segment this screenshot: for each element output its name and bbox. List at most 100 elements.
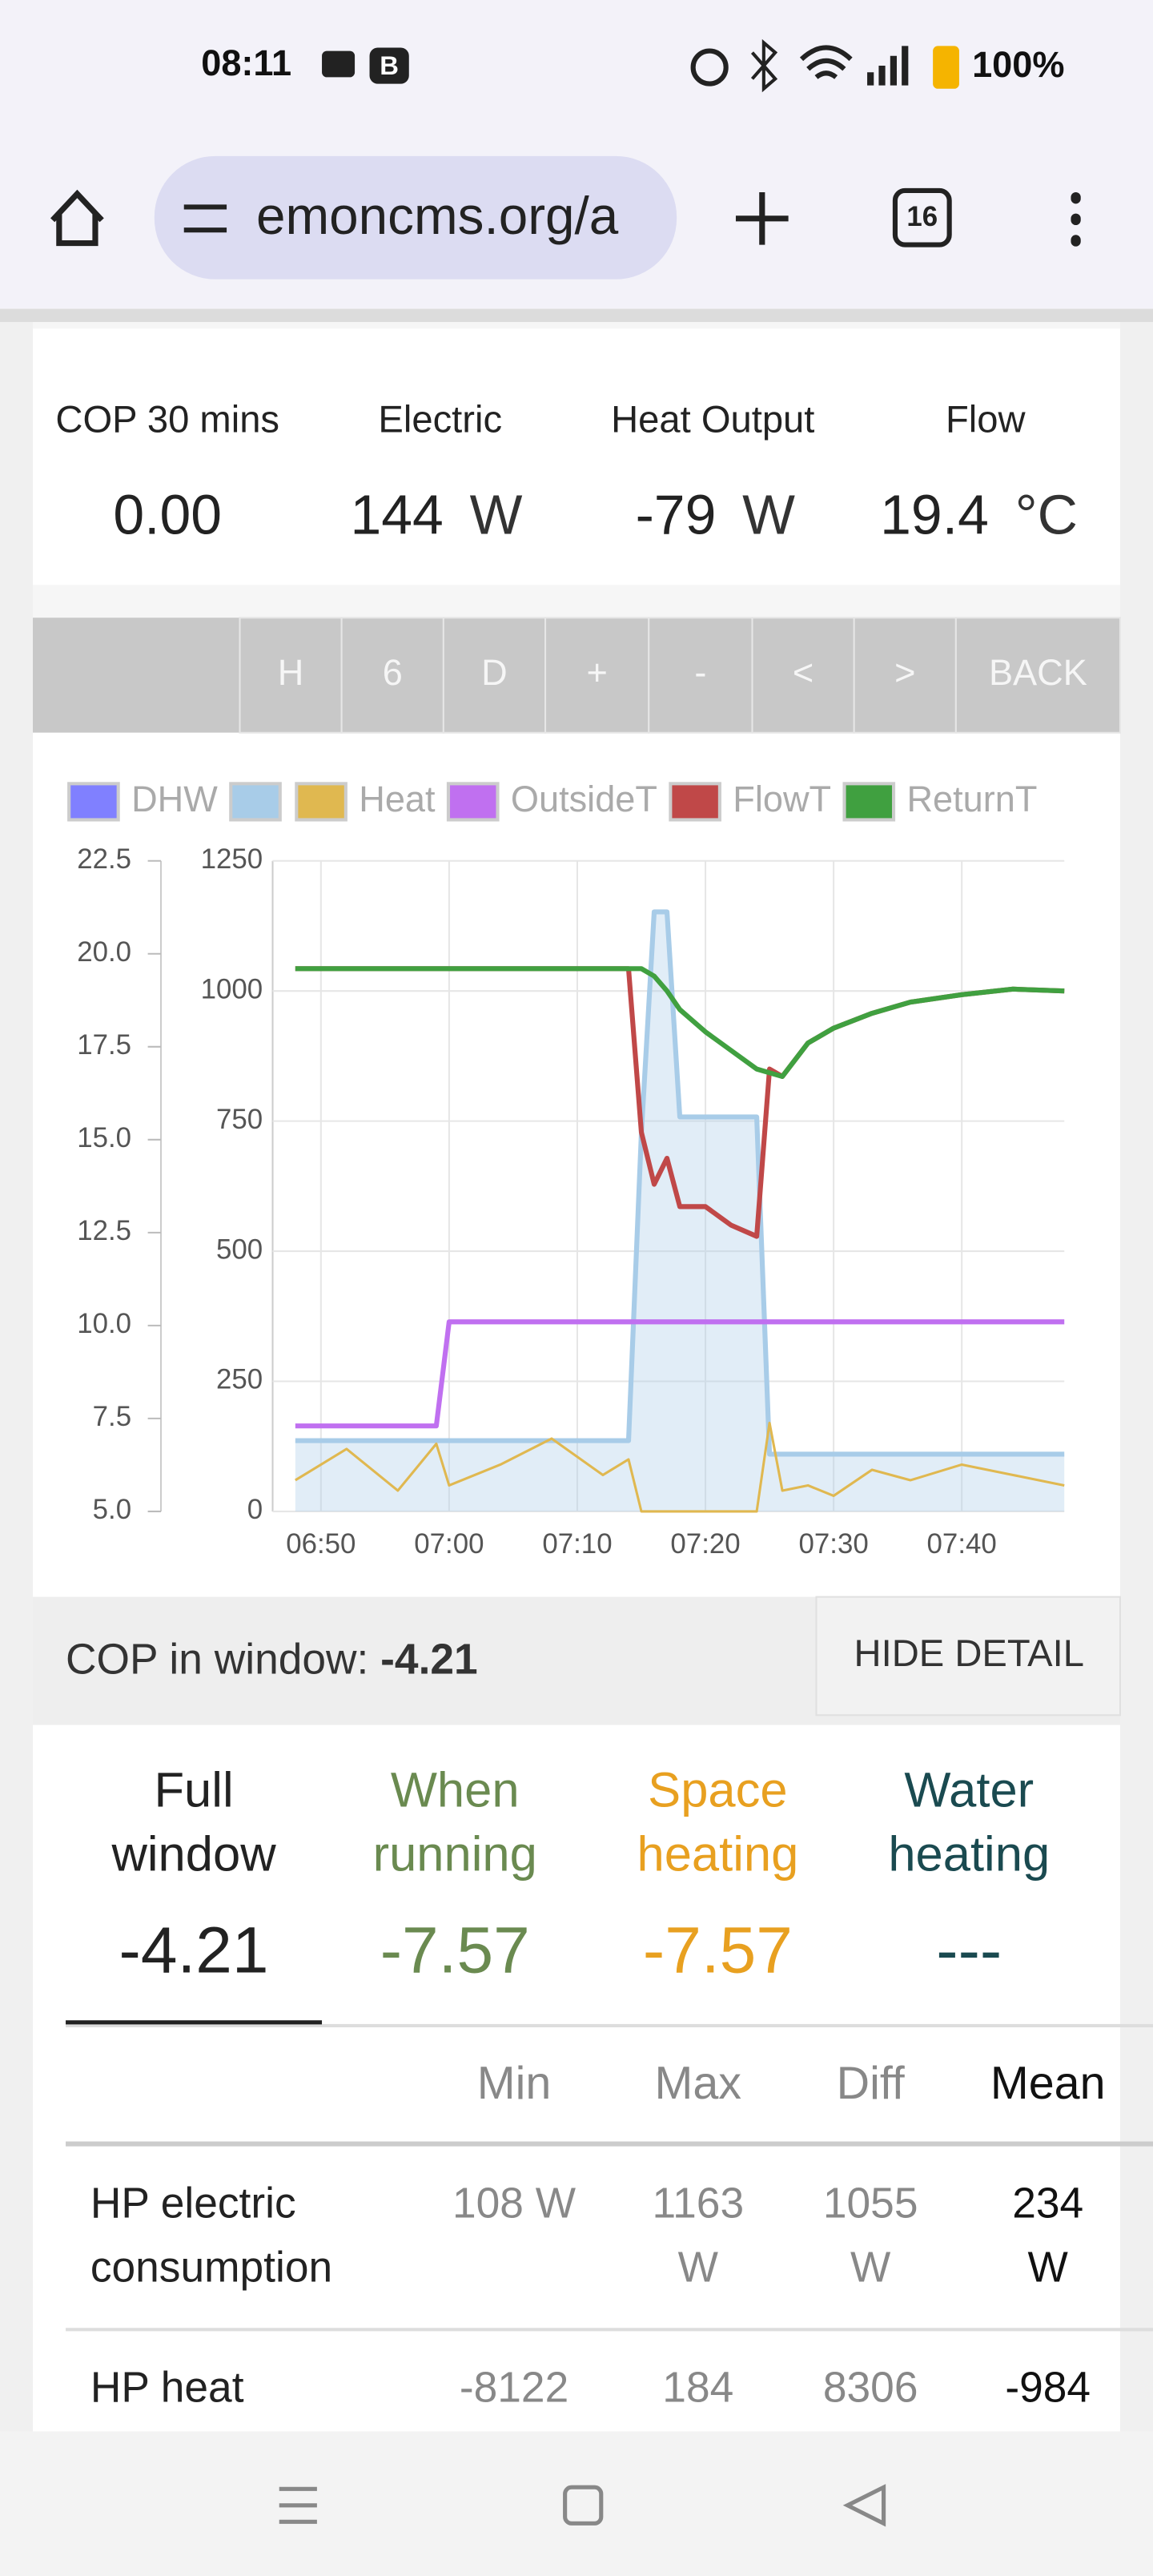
legend-swatch	[295, 782, 348, 822]
legend-swatch	[669, 782, 721, 822]
x-tick-label: 07:20	[670, 1528, 740, 1560]
column-header: Min	[477, 2058, 552, 2109]
range-button-label: +	[586, 652, 607, 693]
home-button[interactable]	[50, 189, 104, 247]
url-bar[interactable]	[154, 155, 677, 280]
icon: B	[380, 50, 399, 80]
y-tick-label: 12.5	[77, 1215, 131, 1246]
y2-tick-label: 750	[216, 1104, 263, 1135]
cell: 234 W	[1012, 2180, 1083, 2292]
stat-unit: °C	[1015, 484, 1078, 546]
column-header: Diff	[837, 2058, 906, 2109]
y2-tick-label: 500	[216, 1234, 263, 1265]
cell: 1055 W	[823, 2180, 918, 2292]
site-settings-icon[interactable]	[183, 204, 227, 233]
legend-swatch	[446, 782, 500, 822]
nav-bar	[0, 2431, 1153, 2576]
x-tick-label: 06:50	[286, 1528, 356, 1560]
chart: 5.0 7.5 10.0 12.5 15.0 17.5 20.0 22.5 0 250 500 750…	[67, 779, 1065, 1560]
stat-value: 0.00	[113, 484, 222, 546]
icon	[369, 47, 409, 84]
row-label: HP electric consumption	[90, 2180, 332, 2292]
stat-label: COP 30 mins	[55, 398, 279, 441]
series-line	[295, 1319, 1065, 1429]
y-tick-label: 20.0	[77, 936, 131, 968]
tab-label: Spaceheating	[637, 1763, 798, 1882]
legend-label: ReturnT	[906, 779, 1037, 819]
x-tick-label: 07:30	[798, 1528, 868, 1560]
range-button-label: -	[694, 652, 706, 693]
tab-value: -7.57	[643, 1914, 793, 1986]
range-button-label: >	[894, 652, 915, 693]
row-label: HP heat	[90, 2364, 244, 2411]
hide-detail-label: HIDE DETAIL	[854, 1632, 1084, 1674]
range-button[interactable]	[853, 617, 957, 734]
battery-level: 100%	[972, 44, 1064, 85]
stats-panel	[33, 328, 1120, 586]
detail-panel	[33, 1725, 1120, 2432]
stat-value: -79	[636, 484, 717, 546]
cop-label-text: COP in window:	[66, 1636, 368, 1684]
y-tick-label: 10.0	[77, 1308, 131, 1339]
cell: 8306	[823, 2364, 918, 2411]
back-button[interactable]	[842, 2484, 886, 2527]
y2-tick-label: 1250	[201, 843, 263, 875]
cop-value: -4.21	[380, 1636, 478, 1684]
range-button[interactable]	[239, 617, 343, 734]
legend-swatch	[67, 782, 120, 822]
tab-label: Waterheating	[888, 1763, 1050, 1882]
y-tick-label: 5.0	[93, 1494, 131, 1525]
y2-tick-label: 250	[216, 1364, 263, 1395]
hide-detail-button[interactable]	[815, 1596, 1121, 1717]
stat-label: Flow	[946, 398, 1026, 441]
series-line	[295, 1421, 1065, 1513]
stat-label: Heat Output	[611, 398, 814, 441]
series-line	[295, 966, 1065, 1079]
cop-label: COP in window: -4.21	[66, 1636, 478, 1684]
cell: 1163 W	[652, 2180, 744, 2292]
column-header: Mean	[990, 2058, 1106, 2109]
bluetooth-icon	[750, 38, 778, 93]
y-tick-label: 7.5	[93, 1401, 131, 1432]
wifi-icon	[799, 45, 853, 79]
series-area	[295, 912, 1065, 1511]
range-button-label: BACK	[989, 652, 1087, 693]
range-button[interactable]	[751, 617, 855, 734]
range-button[interactable]	[442, 617, 547, 734]
legend-label: FlowT	[733, 779, 831, 819]
cell: -984	[1005, 2364, 1091, 2411]
tab[interactable]	[327, 1741, 583, 2024]
range-button[interactable]	[340, 617, 444, 734]
new-tab-button[interactable]	[735, 191, 789, 245]
tab[interactable]	[66, 1741, 322, 2024]
recent-button[interactable]	[279, 2486, 317, 2524]
tab[interactable]	[841, 1741, 1097, 2024]
tab-label: Whenrunning	[373, 1763, 537, 1882]
cell: 108 W	[452, 2180, 576, 2228]
icon	[322, 50, 356, 78]
cell: -8122	[460, 2364, 568, 2411]
legend-swatch	[229, 782, 282, 822]
legend-label: OutsideT	[511, 779, 657, 819]
cell: 184	[662, 2364, 733, 2411]
y-tick-label: 22.5	[77, 843, 131, 875]
home-nav-button[interactable]	[563, 2485, 604, 2526]
tab[interactable]	[589, 1741, 846, 2024]
tab-value: ---	[936, 1914, 1002, 1986]
url: emoncms.org/a	[256, 187, 619, 245]
y-tick-label: 15.0	[77, 1122, 131, 1153]
stat-unit: W	[742, 484, 795, 546]
y2-tick-label: 1000	[201, 973, 263, 1004]
battery-icon	[933, 46, 959, 89]
range-button[interactable]	[954, 617, 1121, 734]
stat-unit: W	[470, 484, 523, 546]
tabs-button[interactable]	[892, 187, 952, 248]
stat-label: Electric	[378, 398, 502, 441]
tab-value: -7.57	[380, 1914, 530, 1986]
legend-label: DHW	[131, 779, 218, 819]
range-button[interactable]	[648, 617, 753, 734]
range-button-label: D	[481, 652, 508, 693]
stat-value: 144	[351, 484, 444, 546]
series-line	[295, 909, 1065, 1457]
stat-value: 19.4	[880, 484, 989, 546]
